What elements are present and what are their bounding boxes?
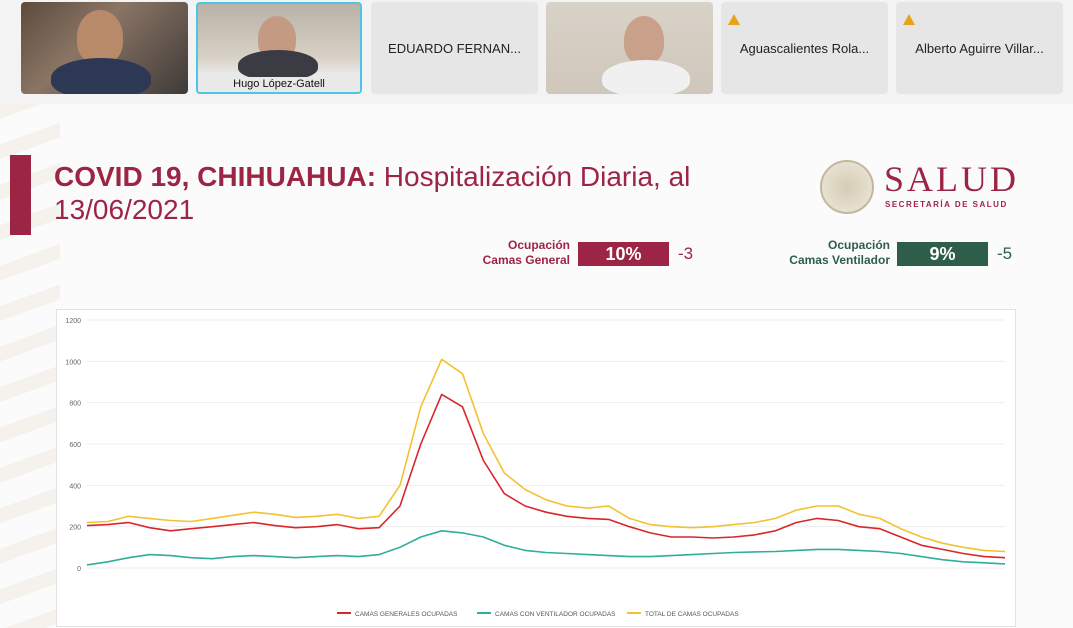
y-tick-label: 1200 [65, 318, 81, 325]
series-line-1 [86, 530, 1006, 566]
y-tick-label: 0 [77, 566, 81, 573]
participant-name: Hugo López-Gatell [198, 77, 360, 92]
participant-tile-aguascalientes[interactable]: Aguascalientes Rola... [721, 2, 888, 94]
kpi-general-label: Ocupación Camas General [440, 238, 570, 268]
participant-name: Aguascalientes Rola... [739, 40, 870, 56]
kpi-ventilador-label-line2: Camas Ventilador [789, 253, 890, 267]
participant-face [77, 10, 123, 64]
chart-svg: 0 200 400 600 800 1000 1200 CAMAS GENERALES OCU… [65, 318, 1006, 618]
slide-title-rest: Hospitalización Diaria, al 13/06/2021 [54, 161, 691, 225]
participant-name: EDUARDO FERNAN... [388, 40, 521, 56]
hospitalization-chart: 0 200 400 600 800 1000 1200 CAMAS GENERALES OCU… [56, 309, 1016, 627]
participant-tile-alberto[interactable]: Alberto Aguirre Villar... [896, 2, 1063, 94]
participant-body [238, 50, 318, 80]
series-line-0 [86, 393, 1006, 559]
y-tick-label: 400 [69, 483, 81, 490]
legend-label-2: TOTAL DE CAMAS OCUPADAS [645, 611, 739, 618]
slide-title-bold: COVID 19, CHIHUAHUA: [54, 161, 377, 192]
y-tick-label: 1000 [65, 359, 81, 366]
kpi-general-delta: -3 [678, 244, 694, 263]
shared-slide: COVID 19, CHIHUAHUA: Hospitalización Dia… [0, 104, 1073, 628]
participant-strip: Hugo López-Gatell EDUARDO FERNAN... Agua… [0, 0, 1073, 104]
y-tick-label: 600 [69, 442, 81, 449]
legend-label-0: CAMAS GENERALES OCUPADAS [355, 611, 458, 618]
participant-face [624, 16, 664, 64]
logo-subtitle: SECRETARÍA DE SALUD [885, 200, 1008, 209]
kpi-general-value: 10% [578, 242, 669, 266]
kpi-general-label-line1: Ocupación [507, 238, 570, 252]
legend-label-1: CAMAS CON VENTILADOR OCUPADAS [495, 611, 616, 618]
logo-word: SALUD [884, 159, 1020, 199]
kpi-ventilador-delta: -5 [997, 244, 1013, 263]
participant-tile-eduardo[interactable]: EDUARDO FERNAN... [371, 2, 538, 94]
title-accent-bar [10, 155, 31, 235]
warning-icon [903, 14, 915, 25]
kpi-ventilador-label-line1: Ocupación [827, 238, 890, 252]
participant-body [602, 60, 690, 94]
y-tick-label: 200 [69, 525, 81, 532]
participant-name: Alberto Aguirre Villar... [915, 40, 1044, 56]
slide-title: COVID 19, CHIHUAHUA: Hospitalización Dia… [54, 160, 794, 226]
series-line-2 [86, 358, 1006, 553]
warning-icon [728, 14, 740, 25]
kpi-ventilador-value: 9% [897, 242, 988, 266]
kpi-general-label-line2: Camas General [482, 253, 570, 267]
national-seal-icon [820, 160, 874, 214]
participant-video-1[interactable] [21, 2, 188, 94]
participant-body [51, 58, 151, 94]
participant-video-3[interactable] [546, 2, 713, 94]
kpi-ventilador-label: Ocupación Camas Ventilador [750, 238, 890, 268]
participant-video-active[interactable]: Hugo López-Gatell [196, 2, 362, 94]
salud-logo: SALUD SECRETARÍA DE SALUD [820, 158, 1030, 218]
y-tick-label: 800 [69, 401, 81, 408]
